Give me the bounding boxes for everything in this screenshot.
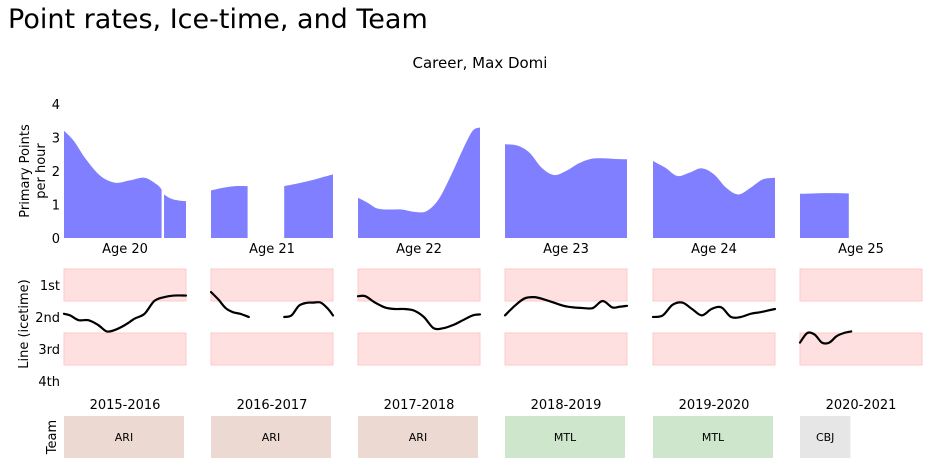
team-panel: MTL: [653, 416, 773, 458]
icetime-panel: 2018-2019: [503, 268, 629, 413]
points-ytick-label: 0: [52, 232, 60, 247]
points-ylabel: Primary Points per hour: [18, 124, 49, 218]
points-panel: Age 20: [64, 130, 186, 257]
icetime-band: [652, 332, 776, 366]
season-label: 2020-2021: [826, 398, 897, 413]
points-ytick-label: 2: [52, 165, 60, 180]
points-area: [164, 194, 186, 238]
points-ytick-label: 3: [52, 132, 60, 147]
icetime-band: [504, 332, 628, 366]
icetime-line: [356, 294, 482, 331]
season-label: 2017-2018: [384, 398, 455, 413]
team-ylabel: Team: [45, 420, 60, 455]
points-ylabel-line: per hour: [34, 143, 49, 199]
icetime-band: [63, 332, 187, 366]
icetime-line: [503, 295, 629, 317]
icetime-line: [798, 330, 853, 345]
icetime-panels: 1st 2nd 3rd 4th 2015-2016 2016-2017 2017-2018 2…: [35, 268, 923, 413]
season-label: 2019-2020: [679, 398, 750, 413]
points-area: [800, 193, 849, 238]
team-label: ARI: [115, 431, 133, 444]
icetime-ytick-label: 4th: [38, 375, 60, 390]
points-ytick-label: 1: [52, 199, 60, 214]
team-panels: ARI ARI ARI MTL MTL CBJ: [64, 416, 851, 458]
age-label: Age 22: [396, 242, 442, 257]
icetime-band: [357, 268, 481, 302]
team-label: MTL: [554, 431, 577, 444]
team-panel: CBJ: [800, 416, 851, 458]
page-title: Point rates, Ice-time, and Team: [8, 4, 428, 35]
team-box: [800, 416, 851, 458]
team-label: CBJ: [816, 431, 834, 444]
icetime-panel: 2017-2018: [356, 268, 482, 413]
icetime-line: [651, 301, 777, 319]
icetime-panel: 2016-2017: [209, 268, 335, 413]
team-label: MTL: [702, 431, 725, 444]
icetime-band: [210, 332, 334, 366]
icetime-panel: 2020-2021: [798, 268, 923, 413]
team-panel: ARI: [64, 416, 184, 458]
points-panel: Age 23: [505, 144, 627, 257]
points-panel: Age 22: [358, 127, 480, 257]
points-ylabel-line: Primary Points: [18, 124, 33, 218]
age-label: Age 21: [249, 242, 295, 257]
points-panels: 0 1 2 3 4 Age 20 Age 21 Age 22 Age 23 Age 24 Age 2…: [52, 98, 884, 257]
team-box: [211, 416, 331, 458]
icetime-line: [209, 290, 250, 319]
team-ylabel-text: Team: [45, 420, 60, 455]
icetime-ylabel-text: Line (icetime): [17, 279, 32, 369]
icetime-panel: 2015-2016: [62, 268, 188, 413]
team-panel: ARI: [211, 416, 331, 458]
team-panel: MTL: [505, 416, 625, 458]
icetime-band: [799, 268, 923, 302]
icetime-line: [283, 301, 335, 319]
team-panel: ARI: [358, 416, 478, 458]
team-box: [653, 416, 773, 458]
icetime-band: [652, 268, 776, 302]
season-label: 2018-2019: [531, 398, 602, 413]
icetime-panel: 2019-2020: [651, 268, 777, 413]
age-label: Age 25: [838, 242, 884, 257]
icetime-ylabel: Line (icetime): [17, 279, 32, 369]
icetime-ytick-label: 1st: [40, 279, 60, 294]
icetime-ytick-label: 2nd: [35, 311, 60, 326]
age-label: Age 20: [102, 242, 148, 257]
points-area: [358, 127, 480, 238]
points-area: [284, 174, 333, 238]
age-label: Age 23: [543, 242, 589, 257]
points-area: [64, 130, 162, 238]
icetime-ytick-label: 3rd: [38, 343, 60, 358]
points-panel: Age 21: [211, 174, 333, 257]
chart-title: Career, Max Domi: [413, 54, 548, 72]
points-area: [211, 185, 248, 238]
points-ytick-label: 4: [52, 98, 60, 113]
age-label: Age 24: [691, 242, 737, 257]
season-label: 2016-2017: [237, 398, 308, 413]
icetime-band: [799, 332, 923, 366]
icetime-line: [62, 294, 188, 333]
icetime-band: [504, 268, 628, 302]
team-box: [64, 416, 184, 458]
points-area: [653, 160, 775, 238]
icetime-band: [357, 332, 481, 366]
points-panel: Age 25: [800, 193, 884, 257]
season-label: 2015-2016: [90, 398, 161, 413]
team-label: ARI: [409, 431, 427, 444]
team-box: [505, 416, 625, 458]
points-area: [505, 144, 627, 238]
team-box: [358, 416, 478, 458]
points-panel: Age 24: [653, 160, 775, 257]
team-label: ARI: [262, 431, 280, 444]
icetime-band: [210, 268, 334, 302]
